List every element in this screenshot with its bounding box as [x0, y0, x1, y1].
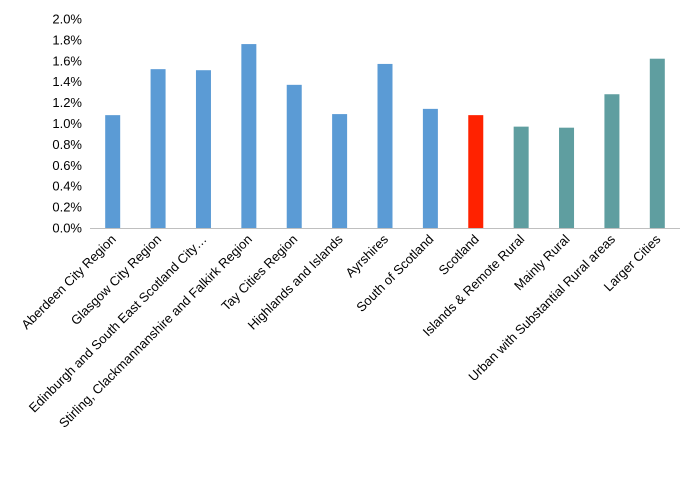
bar [150, 69, 166, 228]
bar [377, 63, 393, 229]
bar [604, 94, 620, 229]
y-tick-label: 1.4% [52, 74, 82, 89]
bars [105, 44, 665, 229]
y-tick-label: 1.6% [52, 53, 82, 68]
y-tick-label: 0.2% [52, 200, 82, 215]
x-tick-label: Tay Cities Region [218, 232, 300, 314]
y-tick-label: 2.0% [52, 12, 82, 27]
y-tick-label: 0.0% [52, 221, 82, 236]
y-tick-label: 0.4% [52, 179, 82, 194]
y-tick-label: 1.8% [52, 32, 82, 47]
bar [513, 126, 529, 228]
y-axis: 0.0% 0.2% 0.4% 0.6% 0.8% 1.0% 1.2% 1.4% 1.6% 1.8%… [52, 12, 82, 236]
bar [195, 70, 211, 228]
bar [286, 84, 302, 229]
bar [241, 44, 257, 228]
bar [649, 58, 665, 229]
bar [105, 115, 121, 228]
x-tick-label: South of Scotland [353, 232, 436, 315]
y-tick-label: 0.8% [52, 137, 82, 152]
x-tick-label: Scotland [436, 232, 482, 278]
bar [468, 115, 484, 228]
bar [332, 114, 348, 228]
bar [422, 108, 438, 228]
y-tick-label: 0.6% [52, 158, 82, 173]
x-tick-label: Edinburgh and South East Scotland City… [26, 232, 210, 416]
y-tick-label: 1.2% [52, 95, 82, 110]
y-tick-label: 1.0% [52, 116, 82, 131]
bar [559, 127, 575, 228]
